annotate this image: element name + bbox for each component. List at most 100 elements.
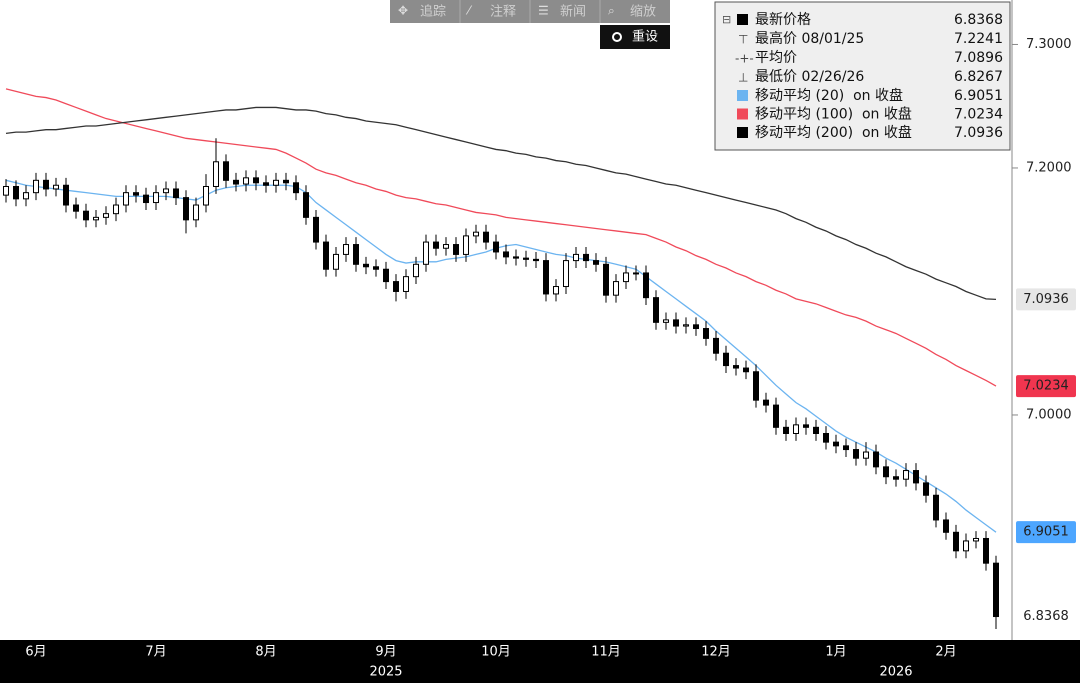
candle-body [353,244,359,265]
legend-label: 移动平均 (100) on 收盘 [755,106,912,123]
candle-body [53,184,59,190]
candle-body [913,470,919,484]
candle-body [13,185,19,200]
toolbar-icon: ✥ [398,4,408,18]
candle-body [653,297,659,323]
candle-body [683,324,689,327]
legend-box [714,1,1011,151]
toolbar-icon: ⌕ [608,4,615,18]
candle-body [553,286,559,295]
candle-body [323,241,329,270]
candle-body [493,241,499,253]
candle-body [233,179,239,185]
toolbar-button[interactable]: 缩放 [630,4,656,20]
legend-value: 6.9051 [954,88,1003,104]
candle-body [843,445,849,451]
candle-body [123,192,129,206]
candle-body [293,182,299,194]
candle-body [313,216,319,243]
candle-body [83,210,89,221]
y-tick-label: 7.3000 [1026,37,1072,52]
candle-body [693,324,699,330]
candle-body [413,263,419,278]
candle-body [513,256,519,259]
candle-body [503,251,509,258]
toolbar-button[interactable]: 新闻 [560,4,586,20]
candle-body [613,281,619,296]
reset-label[interactable]: 重设 [632,29,658,45]
toolbar-icon: ☰ [538,4,549,18]
candle-body [793,424,799,435]
toolbar-button[interactable]: 追踪 [420,4,446,20]
candle-body [943,519,949,533]
candle-body [173,188,179,199]
legend-label: 移动平均 (20) on 收盘 [755,87,903,104]
plot-area [3,88,999,630]
candle-body [263,182,269,186]
legend-value: 6.8267 [954,69,1003,85]
candle-body [993,562,999,618]
value-tag-label: 7.0936 [1023,292,1069,307]
toolbar-button[interactable]: 注释 [490,5,516,20]
candle-body [733,365,739,369]
value-tag-label: 7.0234 [1023,379,1069,394]
candle-body [223,161,229,181]
candle-body [73,204,79,212]
legend-glyph: ⊥ [738,71,748,85]
x-tick-label: 2月 [935,645,956,660]
candle-body [473,231,479,237]
candle-body [933,494,939,521]
x-tick-label: 10月 [481,645,511,660]
candle-body [103,213,109,218]
legend-swatch [737,108,748,120]
candle-body [623,272,629,283]
candle-body [463,235,469,255]
candle-body [483,231,489,243]
candle-body [853,449,859,459]
candle-body [583,253,589,262]
candle-body [923,482,929,496]
legend-glyph: -+- [735,52,754,66]
legend-value: 7.0234 [954,107,1003,123]
x-year-label: 2025 [369,665,402,680]
candle-body [963,540,969,552]
candle-body [803,424,809,428]
candle-body [673,319,679,327]
candle-body [243,177,249,185]
x-tick-label: 9月 [375,645,396,660]
y-tick-label: 7.0000 [1026,407,1072,422]
candle-body [213,161,219,187]
legend-label: 移动平均 (200) on 收盘 [755,124,912,141]
legend-swatch [737,127,748,138]
candle-body [283,179,289,184]
legend-value: 7.0936 [954,125,1003,141]
legend-glyph: ⊤ [738,33,748,47]
candle-body [183,197,189,221]
candle-body [523,257,529,260]
candle-body [883,466,889,478]
candle-body [973,537,979,542]
reset-button[interactable] [600,25,670,49]
candle-body [373,266,379,270]
candle-body [563,260,569,288]
x-tick-label: 8月 [255,645,276,660]
candle-body [3,185,9,196]
candle-body [333,253,339,270]
candle-body [763,399,769,406]
candle-body [23,192,29,200]
x-axis-band [0,640,1080,683]
candle-body [393,281,399,292]
x-tick-label: 7月 [145,645,166,660]
candle-body [643,272,649,299]
legend-label: 最新价格 [755,12,811,28]
value-tag [1016,375,1076,398]
candle-body [163,188,169,194]
legend-collapse-icon[interactable]: ⊟ [722,13,731,26]
reset-icon [612,32,622,42]
candle-body [713,337,719,354]
candle-body [63,184,69,206]
toolbar: 重设 ✥ 追踪 ⁄ 注释 ☰ 新闻 ⌕ 缩放 [390,0,670,49]
value-tag [1016,521,1076,544]
candle-body [43,179,49,190]
